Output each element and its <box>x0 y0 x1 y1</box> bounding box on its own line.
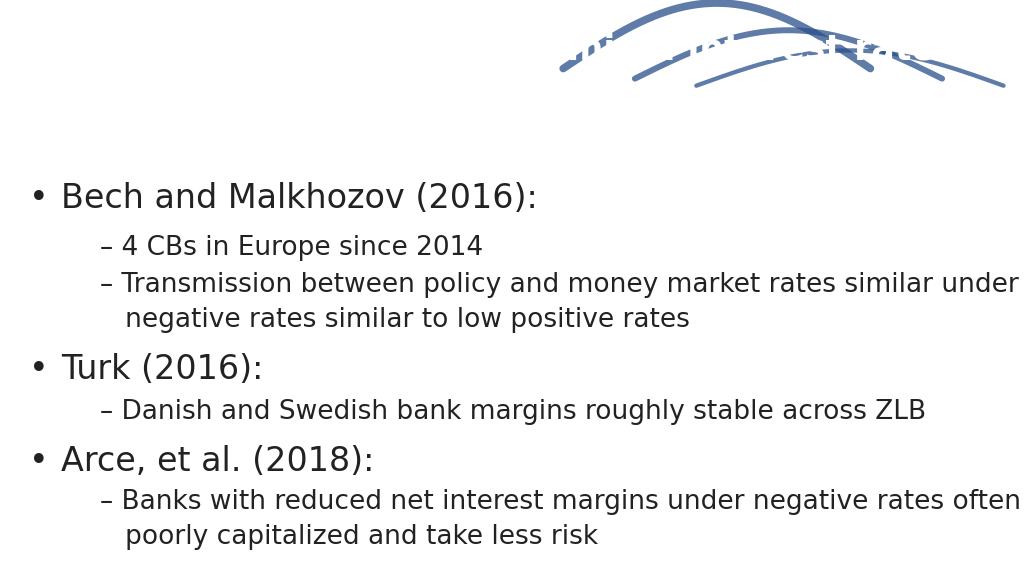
Text: – Transmission between policy and money market rates similar under
   negative r: – Transmission between policy and money … <box>100 272 1019 334</box>
Text: Bech and Malkhozov (2016):: Bech and Malkhozov (2016): <box>61 181 539 215</box>
Text: Arce, et al. (2018):: Arce, et al. (2018): <box>61 445 375 479</box>
Text: Turk (2016):: Turk (2016): <box>61 353 264 386</box>
Text: •: • <box>29 353 49 386</box>
Text: •: • <box>29 181 49 215</box>
Text: – Danish and Swedish bank margins roughly stable across ZLB: – Danish and Swedish bank margins roughl… <box>100 399 927 425</box>
Text: Economies under negative nominal interest rates: Economies under negative nominal interes… <box>0 33 955 67</box>
Text: – Banks with reduced net interest margins under negative rates often
   poorly c: – Banks with reduced net interest margin… <box>100 490 1021 551</box>
Text: •: • <box>29 445 49 479</box>
Text: – 4 CBs in Europe since 2014: – 4 CBs in Europe since 2014 <box>100 235 483 261</box>
